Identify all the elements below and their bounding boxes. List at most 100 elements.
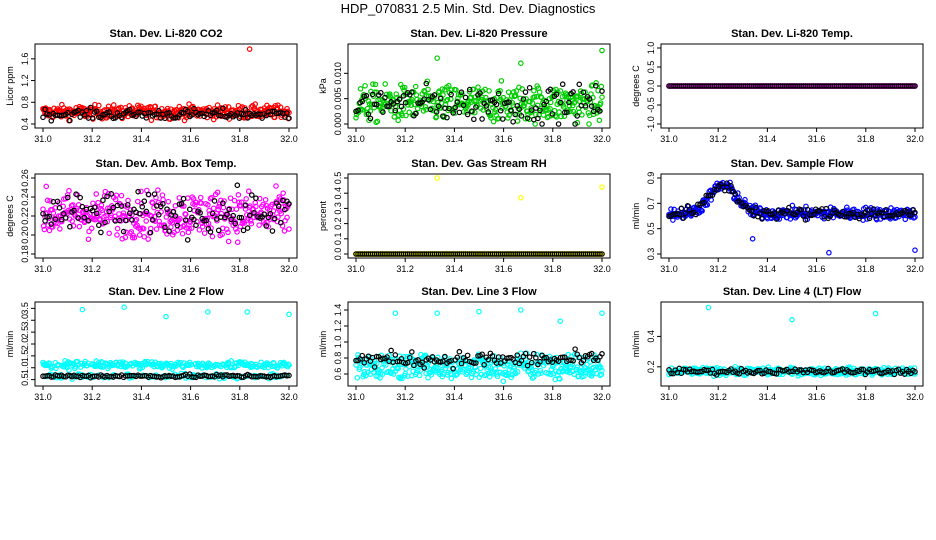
x-tick-label: 31.2 bbox=[709, 134, 727, 144]
data-point bbox=[570, 89, 576, 95]
data-point bbox=[203, 217, 210, 224]
data-point bbox=[106, 208, 112, 215]
data-point bbox=[220, 105, 226, 112]
data-point bbox=[236, 214, 243, 221]
y-tick-label: 0.2 bbox=[646, 361, 656, 374]
data-point bbox=[599, 351, 605, 357]
data-point bbox=[73, 191, 79, 197]
data-point bbox=[788, 368, 794, 375]
y-axis-label: ml/min bbox=[5, 331, 15, 358]
y-tick-label: 1.6 bbox=[20, 53, 30, 66]
data-point bbox=[264, 361, 271, 368]
data-point bbox=[415, 357, 421, 363]
data-point bbox=[235, 192, 242, 198]
data-point bbox=[243, 196, 249, 202]
plot-title: Stan. Dev. Sample Flow bbox=[731, 158, 854, 170]
x-tick-label: 31.8 bbox=[544, 134, 562, 144]
data-point bbox=[521, 362, 528, 368]
data-point bbox=[802, 217, 809, 223]
x-tick-label: 31.0 bbox=[34, 134, 52, 144]
plot-panel-4: Stan. Dev. Amb. Box Temp.31.0 31.2 31.4 31.… bbox=[5, 158, 298, 274]
data-point bbox=[454, 371, 461, 377]
y-tick-label: 0.000 bbox=[333, 113, 343, 136]
data-point bbox=[520, 96, 527, 102]
data-point bbox=[96, 222, 102, 229]
outlier-point bbox=[705, 304, 712, 311]
data-point bbox=[149, 217, 156, 223]
y-tick-label: 0.2 bbox=[333, 217, 343, 230]
x-tick-label: 31.6 bbox=[808, 264, 826, 274]
data-point bbox=[186, 225, 192, 232]
plot-frame bbox=[34, 43, 298, 129]
data-point bbox=[732, 191, 738, 197]
data-point bbox=[238, 214, 245, 221]
data-point bbox=[179, 230, 186, 237]
data-point bbox=[429, 354, 436, 360]
x-tick-label: 31.2 bbox=[709, 264, 727, 274]
data-point bbox=[676, 211, 683, 218]
data-point bbox=[495, 90, 502, 97]
data-point bbox=[162, 115, 168, 122]
y-tick-label: 1.0 bbox=[333, 336, 343, 349]
data-point bbox=[127, 210, 133, 217]
x-tick-label: 31.4 bbox=[133, 392, 151, 402]
plot-title: Stan. Dev. Line 2 Flow bbox=[108, 286, 224, 298]
data-point bbox=[408, 102, 414, 108]
x-tick-label: 31.8 bbox=[544, 264, 562, 274]
data-point bbox=[267, 210, 274, 217]
outlier-point bbox=[826, 249, 832, 256]
data-point bbox=[363, 92, 370, 99]
data-point bbox=[139, 203, 146, 210]
data-point bbox=[912, 83, 918, 89]
data-point bbox=[508, 107, 514, 114]
data-point bbox=[485, 356, 492, 363]
data-point bbox=[270, 208, 277, 214]
data-point bbox=[512, 111, 518, 118]
data-point bbox=[252, 101, 259, 107]
data-point bbox=[703, 367, 710, 374]
data-point bbox=[269, 108, 276, 115]
data-point bbox=[174, 222, 181, 229]
data-point bbox=[526, 354, 533, 360]
outlier-point bbox=[599, 47, 605, 54]
data-point bbox=[473, 360, 479, 366]
data-point bbox=[164, 110, 170, 116]
data-point bbox=[135, 109, 141, 115]
x-tick-label: 31.6 bbox=[495, 134, 513, 144]
data-point bbox=[901, 371, 908, 377]
data-point bbox=[384, 103, 390, 110]
data-point bbox=[286, 372, 292, 379]
data-point bbox=[176, 195, 183, 201]
data-point bbox=[135, 188, 141, 195]
data-point bbox=[184, 108, 191, 115]
data-point bbox=[205, 108, 212, 114]
data-point bbox=[570, 357, 576, 364]
plot-frame bbox=[660, 301, 924, 387]
data-point bbox=[529, 100, 536, 107]
data-point bbox=[753, 204, 759, 211]
data-point bbox=[543, 98, 549, 105]
plot-title: Stan. Dev. Line 3 Flow bbox=[421, 286, 537, 298]
data-point bbox=[118, 192, 125, 199]
data-point bbox=[519, 86, 525, 92]
data-point bbox=[460, 367, 466, 373]
y-tick-label: 0.20 bbox=[20, 226, 30, 244]
data-point bbox=[574, 113, 580, 119]
data-point bbox=[682, 210, 689, 216]
data-point bbox=[516, 106, 523, 113]
x-tick-label: 31.2 bbox=[709, 392, 727, 402]
data-point bbox=[566, 102, 573, 109]
data-point bbox=[365, 111, 372, 117]
data-point bbox=[119, 235, 125, 242]
data-point bbox=[134, 222, 140, 229]
data-point bbox=[353, 114, 359, 121]
data-point bbox=[367, 115, 374, 122]
data-point bbox=[439, 373, 446, 380]
outlier-point bbox=[79, 306, 86, 313]
data-point bbox=[433, 109, 440, 115]
data-point bbox=[244, 225, 251, 231]
data-point bbox=[197, 210, 203, 216]
data-point bbox=[839, 208, 846, 215]
data-point bbox=[187, 219, 194, 226]
